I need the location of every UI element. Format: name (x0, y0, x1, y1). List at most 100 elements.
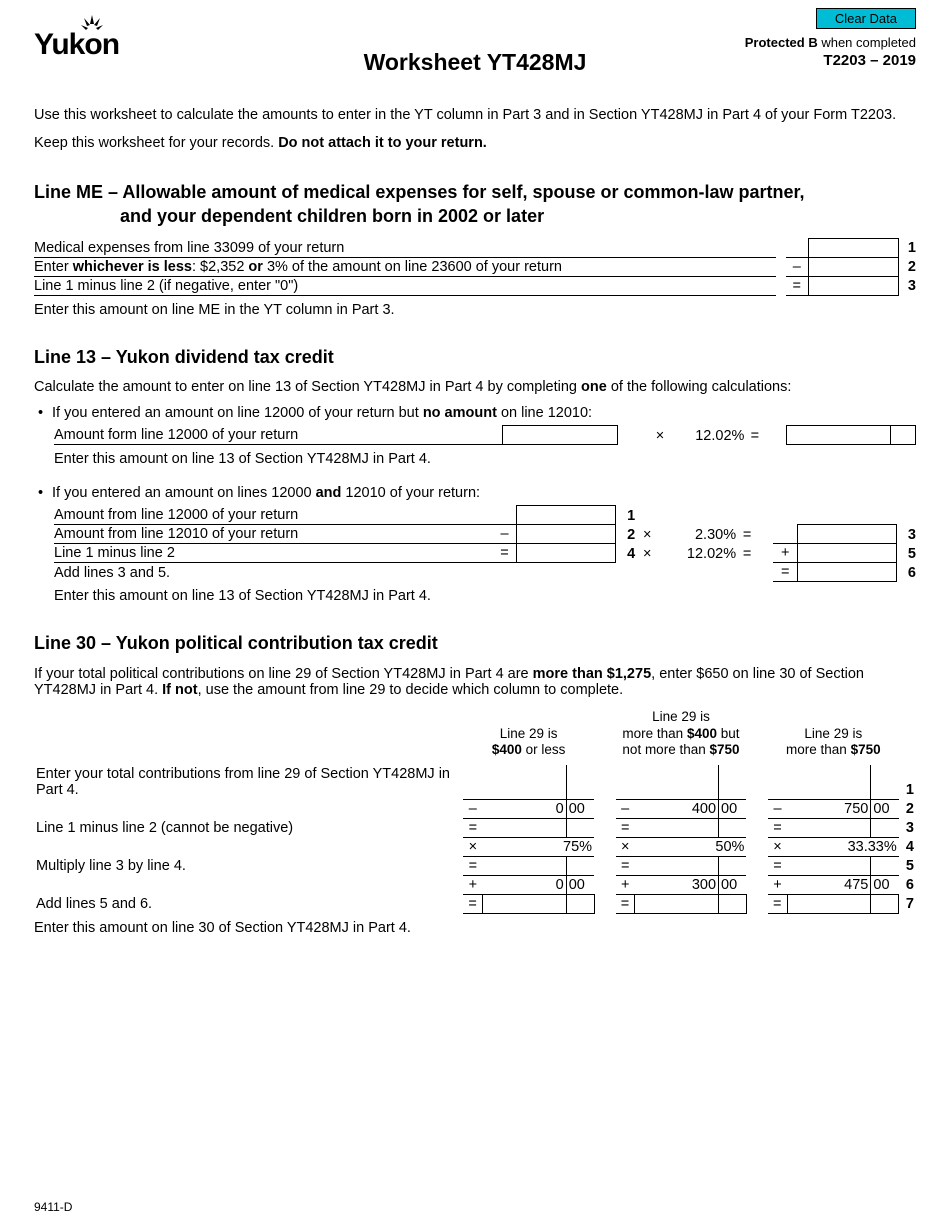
b7r[interactable] (719, 894, 747, 913)
a2l: 0 (483, 799, 567, 818)
s13-b2-table: Amount from line 12000 of your return 1 … (54, 505, 916, 582)
me-row-3: Line 1 minus line 2 (if negative, enter … (34, 276, 916, 295)
b4: 50% (635, 837, 747, 856)
b1l[interactable] (635, 765, 719, 799)
logo-text: Yukon (34, 28, 119, 62)
b6r: 00 (719, 875, 747, 894)
me-row-2: Enter whichever is less: $2,352 or 3% of… (34, 257, 916, 276)
bh2b: $400 (687, 726, 717, 741)
yukon-logo: Yukon (34, 28, 119, 62)
s30-r4: × 75% × 50% × 33.33% 4 (34, 837, 916, 856)
a6r: 00 (566, 875, 594, 894)
c5l[interactable] (787, 856, 871, 875)
b2r3-n2: 5 (896, 544, 916, 563)
s30id: If not (162, 682, 197, 698)
b5r[interactable] (719, 856, 747, 875)
s13-b1-input1[interactable] (502, 426, 617, 445)
me-r2-b: whichever is less (73, 259, 192, 275)
c7r[interactable] (871, 894, 899, 913)
s13-b2-r3: Line 1 minus line 2 = 4 × 12.02% = + 5 (54, 544, 916, 563)
b2r2-op2 (773, 525, 797, 544)
a3l[interactable] (483, 818, 567, 837)
s13-ic: of the following calculations: (607, 379, 792, 395)
b2r2-in2[interactable] (798, 525, 897, 544)
me-row-1: Medical expenses from line 33099 of your… (34, 238, 916, 257)
c1l[interactable] (787, 765, 871, 799)
b2r4-in[interactable] (798, 563, 897, 582)
me-r1-op (786, 238, 808, 257)
c7l[interactable] (787, 894, 871, 913)
s30n5: 5 (899, 856, 916, 875)
me-r2-label: Enter whichever is less: $2,352 or 3% of… (34, 257, 776, 276)
colA-head: Line 29 is $400 or less (463, 708, 594, 766)
s30r3-label: Line 1 minus line 2 (cannot be negative) (34, 818, 463, 837)
a5l[interactable] (483, 856, 567, 875)
intro-line-2: Keep this worksheet for your records. Do… (34, 134, 916, 154)
b7op: = (616, 894, 635, 913)
me-r2-e: 3% of the amount on line 23600 of your r… (263, 259, 562, 275)
c1r[interactable] (871, 765, 899, 799)
s30n6: 6 (899, 875, 916, 894)
s30ia: If your total political contributions on… (34, 666, 533, 682)
b2op: – (616, 799, 635, 818)
s13-b1-eq: = (744, 426, 765, 445)
a1l[interactable] (483, 765, 567, 799)
a4op: × (463, 837, 482, 856)
b2r3-in2[interactable] (798, 544, 897, 563)
a3r[interactable] (566, 818, 594, 837)
c4: 33.33% (787, 837, 899, 856)
s13-b1-input2[interactable] (786, 426, 890, 445)
c1op (768, 765, 787, 799)
s30-r6: + 0 00 + 300 00 + 475 00 6 (34, 875, 916, 894)
b2r2-in[interactable] (517, 525, 616, 544)
s30r5-label: Multiply line 3 by line 4. (34, 856, 463, 875)
b2a: If you entered an amount on lines 12000 (52, 485, 316, 501)
form-number: T2203 – 2019 (823, 52, 916, 69)
ch2b: $750 (851, 742, 881, 757)
bh2a: more than (622, 726, 687, 741)
b5l[interactable] (635, 856, 719, 875)
a1op (463, 765, 482, 799)
me-r1-input[interactable] (808, 238, 898, 257)
c2op: – (768, 799, 787, 818)
s30r7-label: Add lines 5 and 6. (34, 894, 463, 913)
b2r4-label: Add lines 3 and 5. (54, 563, 493, 582)
me-r2-input[interactable] (808, 257, 898, 276)
me-r3-num: 3 (898, 276, 916, 295)
c2l: 750 (787, 799, 871, 818)
clear-data-button[interactable]: Clear Data (816, 8, 916, 29)
protected-b: Protected B (745, 35, 818, 50)
b1r[interactable] (719, 765, 747, 799)
a1r[interactable] (566, 765, 594, 799)
s13-b2-r4: Add lines 3 and 5. = 6 (54, 563, 916, 582)
c3l[interactable] (787, 818, 871, 837)
s13-b1-input2b[interactable] (890, 426, 915, 445)
b2r1-in[interactable] (517, 506, 616, 525)
c5op: = (768, 856, 787, 875)
b2c: 12010 of your return: (341, 485, 480, 501)
a2op: – (463, 799, 482, 818)
c5r[interactable] (871, 856, 899, 875)
me-r3-input[interactable] (808, 276, 898, 295)
c6l: 475 (787, 875, 871, 894)
b2r2-label: Amount from line 12010 of your return (54, 525, 493, 544)
me-r2-a: Enter (34, 259, 73, 275)
a7l[interactable] (483, 894, 567, 913)
c3op: = (768, 818, 787, 837)
protected-suffix: when completed (818, 35, 916, 50)
b7l[interactable] (635, 894, 719, 913)
s30-note: Enter this amount on line 30 of Section … (34, 920, 916, 936)
b2r3-eq: = (736, 544, 758, 563)
b2r3-in[interactable] (517, 544, 616, 563)
b3r[interactable] (719, 818, 747, 837)
a7op: = (463, 894, 482, 913)
a7r[interactable] (566, 894, 594, 913)
b2r2-pct: 2.30% (659, 525, 736, 544)
footer-code: 9411-D (34, 1200, 72, 1214)
b3l[interactable] (635, 818, 719, 837)
s30-intro: If your total political contributions on… (34, 666, 916, 698)
bh3a: not more than (622, 742, 709, 757)
a5r[interactable] (566, 856, 594, 875)
c3r[interactable] (871, 818, 899, 837)
me-r3-label: Line 1 minus line 2 (if negative, enter … (34, 276, 776, 295)
